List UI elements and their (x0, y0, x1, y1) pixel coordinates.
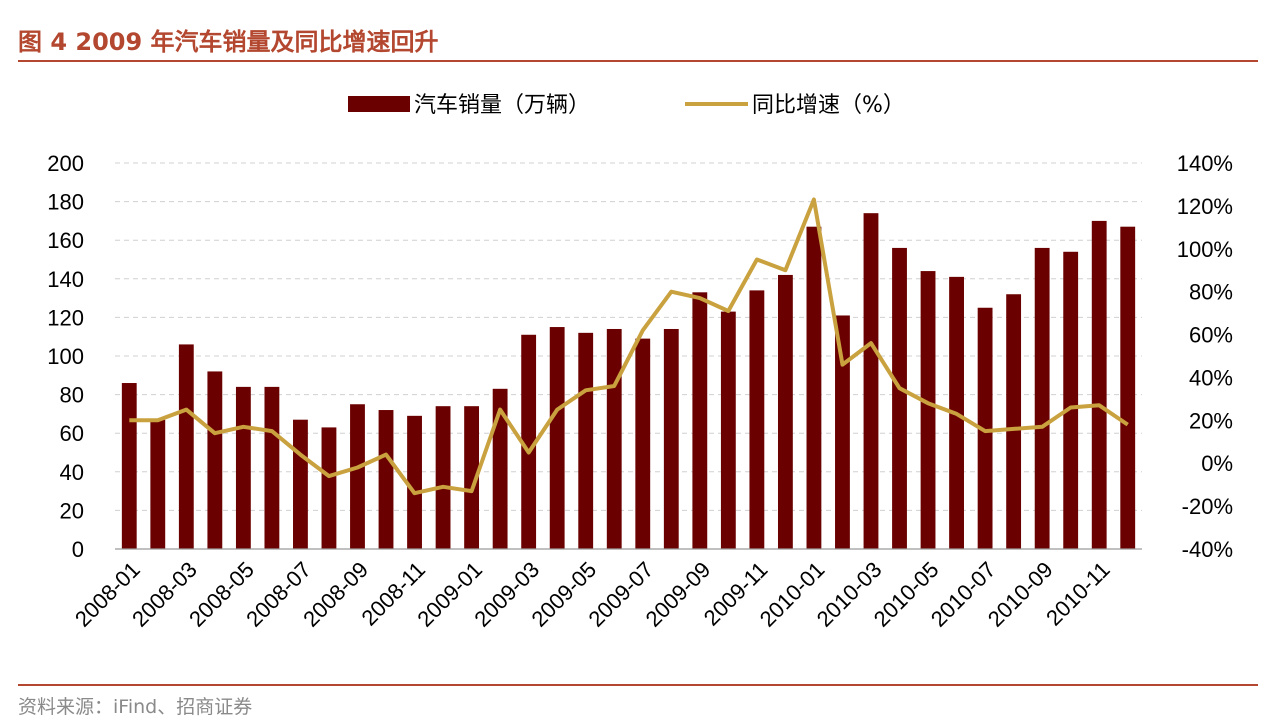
bar (435, 406, 451, 549)
bar (892, 247, 907, 550)
y-left-tick-label: 140 (47, 267, 84, 292)
bar (293, 419, 308, 549)
bar-series (121, 213, 1136, 550)
bar (549, 327, 565, 549)
gridlines (115, 162, 1142, 511)
y-axis-right: -40% -20% 0% 20% 40% 60% 80% 100% 120% 140% (1177, 151, 1233, 562)
bar (663, 328, 679, 549)
bar (635, 338, 651, 549)
line-series (129, 197, 1129, 496)
legend: 汽车销量（万辆） 同比增速（%） (348, 93, 905, 118)
bar (835, 315, 850, 549)
y-left-tick-label: 0 (72, 537, 84, 562)
y-right-tick-label: 140% (1177, 151, 1233, 176)
figure-title: 图 4 2009 年汽车销量及同比增速回升 (18, 28, 439, 56)
bar (464, 406, 480, 549)
bar (1063, 251, 1079, 549)
y-right-tick-label: 60% (1189, 323, 1233, 348)
bar (720, 311, 736, 549)
bar (407, 415, 422, 549)
bar (1120, 226, 1136, 549)
bar (1091, 220, 1107, 549)
title-divider (18, 60, 1258, 62)
y-left-tick-label: 80 (60, 383, 84, 408)
y-left-tick-label: 100 (47, 344, 84, 369)
y-left-tick-label: 60 (60, 421, 84, 446)
bar (150, 419, 166, 549)
bar (1034, 247, 1050, 550)
bar (977, 307, 993, 549)
bar (863, 213, 879, 549)
y-right-tick-label: -20% (1182, 494, 1233, 519)
bar (350, 404, 365, 549)
y-right-tick-label: 20% (1189, 408, 1233, 433)
bar (806, 226, 822, 549)
legend-bar-label: 汽车销量（万辆） (414, 93, 590, 118)
bar (321, 427, 337, 549)
x-axis: 2008-012008-032008-052008-072008-092008-… (70, 548, 1142, 632)
legend-line-label: 同比增速（%） (752, 93, 905, 118)
source-note: 资料来源：iFind、招商证券 (18, 696, 253, 718)
footer-divider (18, 684, 1258, 686)
bar (606, 328, 622, 549)
y-right-tick-label: 0% (1201, 451, 1233, 476)
y-left-tick-label: 160 (47, 228, 84, 253)
y-right-tick-label: 120% (1177, 194, 1233, 219)
growth-line (129, 197, 1129, 496)
bar (492, 388, 508, 549)
bar (235, 386, 251, 549)
y-left-tick-label: 40 (60, 460, 84, 485)
bar (207, 371, 223, 549)
y-left-tick-label: 20 (60, 498, 84, 523)
y-right-tick-label: -40% (1182, 537, 1233, 562)
bar (121, 383, 137, 549)
bar (378, 410, 394, 549)
bar (1006, 294, 1022, 549)
x-tick-label: 2010-11 (1041, 557, 1115, 631)
bar (178, 344, 194, 549)
bar (777, 274, 793, 549)
bar (920, 271, 936, 549)
legend-bar-swatch (348, 96, 410, 112)
y-right-tick-label: 80% (1189, 280, 1233, 305)
y-left-tick-label: 180 (47, 190, 84, 215)
y-left-tick-label: 200 (47, 151, 84, 176)
bar (749, 290, 765, 549)
bar (521, 334, 537, 549)
y-left-tick-label: 120 (47, 305, 84, 330)
bar (692, 292, 708, 549)
y-axis-left: 0 20 40 60 80 100 120 140 160 180 200 (47, 151, 84, 562)
y-right-tick-label: 100% (1177, 237, 1233, 262)
y-right-tick-label: 40% (1189, 365, 1233, 390)
bar (264, 386, 280, 549)
bar (578, 332, 594, 549)
